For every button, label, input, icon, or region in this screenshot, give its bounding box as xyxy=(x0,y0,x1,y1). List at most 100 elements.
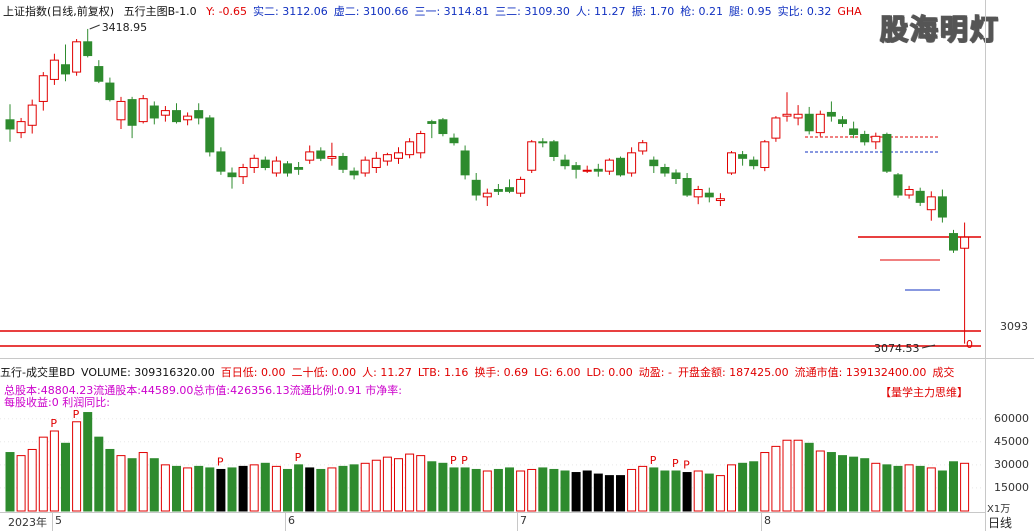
volume-bar-down xyxy=(338,465,348,512)
volume-unit-label[interactable]: X1万 xyxy=(987,504,1011,515)
candle-body-down xyxy=(227,172,237,178)
volume-bar-shrink xyxy=(582,470,592,512)
time-axis-label: 2023年 xyxy=(8,516,47,529)
header-stat: 实比: 0.32 xyxy=(777,5,832,18)
indicator-name[interactable]: 五行主图B-1.0 xyxy=(123,5,197,18)
candle-body-up xyxy=(160,110,170,116)
candle-body-down xyxy=(549,141,559,157)
candle-body-down xyxy=(438,119,448,135)
volume-bar-down xyxy=(205,467,215,512)
volume-bar-down xyxy=(882,464,892,512)
volume-bar-down xyxy=(749,461,759,512)
volume-indicator-name[interactable]: 五行-成交里BD xyxy=(0,366,75,379)
volume-bar-shrink xyxy=(682,472,692,512)
candle-body-up xyxy=(116,100,126,121)
volume-bar-down xyxy=(538,467,548,512)
period-button[interactable]: 日线 xyxy=(988,516,1013,530)
candle-body-down xyxy=(493,189,503,192)
candle-body-down xyxy=(915,190,925,203)
volume-bar-shrink xyxy=(616,475,625,512)
volume-bar-down xyxy=(937,470,947,512)
volume-stat: LTB: 1.16 xyxy=(417,366,469,379)
volume-bar-down xyxy=(294,464,304,512)
candle-body-down xyxy=(127,99,137,126)
volume-bar-up xyxy=(271,465,281,512)
candle-body-down xyxy=(83,41,93,57)
volume-bar-down xyxy=(438,462,448,512)
candle-body-down xyxy=(538,141,548,144)
candle-body-down xyxy=(205,117,215,153)
p-mark: P xyxy=(295,451,302,464)
volume-tick-label: 30000 xyxy=(994,457,1029,471)
zero-label: 0 xyxy=(966,338,973,351)
candle-body-up xyxy=(904,189,914,196)
time-axis-tick xyxy=(285,512,286,531)
candle-body-down xyxy=(349,170,359,176)
volume-bar-down xyxy=(849,456,859,512)
header-stat: 枪: 0.21 xyxy=(680,5,723,18)
candle-body-down xyxy=(616,157,625,176)
volume-bar-up xyxy=(382,456,392,512)
candle-body-down xyxy=(94,66,104,82)
time-axis-label: 5 xyxy=(55,514,62,527)
candle-body-up xyxy=(482,192,492,198)
volume-tick-label: 60000 xyxy=(994,411,1029,425)
volume-bar-down xyxy=(505,467,514,512)
volume-bar-down xyxy=(260,462,270,512)
p-mark: P xyxy=(672,457,679,470)
volume-bar-down xyxy=(704,473,714,512)
panel-separator xyxy=(0,358,1034,359)
candle-body-up xyxy=(16,121,26,134)
time-axis-label: 8 xyxy=(764,514,771,527)
header-stat: 人: 11.27 xyxy=(575,5,626,18)
candle-body-up xyxy=(793,113,803,119)
candle-body-up xyxy=(49,59,59,80)
candle-body-up xyxy=(960,236,970,249)
candle-body-up xyxy=(72,41,82,73)
volume-bar-up xyxy=(371,459,381,512)
p-mark: P xyxy=(450,454,457,467)
candle-body-down xyxy=(826,111,836,117)
volume-bar-down xyxy=(127,458,137,512)
candle-body-down xyxy=(671,172,681,180)
volume-bar-down xyxy=(949,461,958,512)
volume-bar-up xyxy=(760,452,770,512)
candle-body-down xyxy=(738,154,748,159)
price-chart[interactable]: 3418.95 3074.53 0 xyxy=(0,0,985,358)
header-stat: 三一: 3114.81 xyxy=(414,5,490,18)
volume-bar-up xyxy=(516,470,526,512)
volume-bar-up xyxy=(416,455,426,512)
chart-header: 上证指数(日线,前复权) 五行主图B-1.0 Y: -0.65 实二: 3112.… xyxy=(0,0,985,24)
volume-bar-up xyxy=(27,448,37,512)
volume-bar-up xyxy=(627,468,637,512)
volume-chart[interactable]: PPPPPPPPPP xyxy=(0,380,985,512)
p-mark: P xyxy=(73,408,80,421)
candle-body-down xyxy=(838,119,847,124)
header-stat: 振: 1.70 xyxy=(631,5,675,18)
volume-stat: 动盈: - xyxy=(638,366,672,379)
volume-bar-up xyxy=(693,470,703,512)
volume-stat: LG: 6.00 xyxy=(534,366,581,379)
candle-body-up xyxy=(638,142,648,152)
security-title[interactable]: 上证指数(日线,前复权) xyxy=(3,5,115,18)
volume-stat: 百日低: 0.00 xyxy=(220,366,286,379)
fundamentals-line: 总股本:48804.23流通股本:44589.00总市值:426356.13流通… xyxy=(4,384,402,397)
candle-body-down xyxy=(216,151,226,172)
strategy-badge: 【量学主力思维】 xyxy=(880,386,968,399)
volume-bar-shrink xyxy=(305,467,315,512)
candle-body-up xyxy=(771,117,781,139)
time-axis-label: 7 xyxy=(520,514,527,527)
volume-stat: 换手: 0.69 xyxy=(474,366,529,379)
volume-bar-up xyxy=(116,455,126,512)
volume-bar-down xyxy=(460,467,470,512)
candle-body-up xyxy=(727,152,736,174)
volume-stat: 人: 11.27 xyxy=(362,366,412,379)
volume-bar-up xyxy=(183,467,193,512)
candle-body-down xyxy=(949,233,958,251)
volume-bar-up xyxy=(793,439,803,512)
volume-bar-up xyxy=(160,464,170,512)
candle-body-down xyxy=(937,196,947,218)
volume-bar-shrink xyxy=(238,465,248,512)
candle-body-up xyxy=(382,154,392,162)
candle-body-down xyxy=(704,192,714,198)
